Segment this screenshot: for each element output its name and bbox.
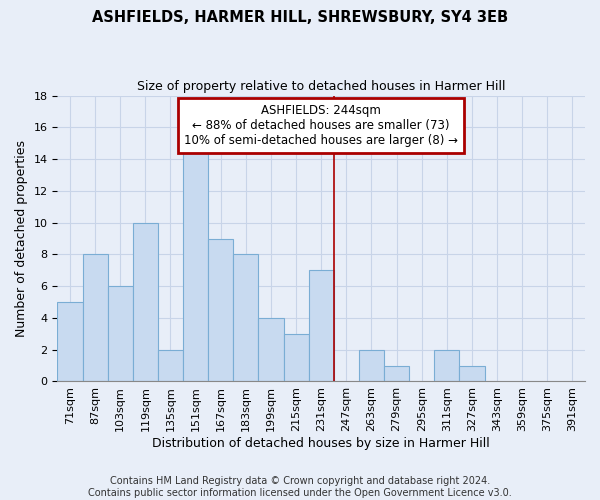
Bar xyxy=(359,350,384,382)
Bar xyxy=(460,366,485,382)
Title: Size of property relative to detached houses in Harmer Hill: Size of property relative to detached ho… xyxy=(137,80,505,93)
Bar xyxy=(434,350,460,382)
Bar xyxy=(107,286,133,382)
Text: ASHFIELDS: 244sqm
← 88% of detached houses are smaller (73)
10% of semi-detached: ASHFIELDS: 244sqm ← 88% of detached hous… xyxy=(184,104,458,147)
Text: ASHFIELDS, HARMER HILL, SHREWSBURY, SY4 3EB: ASHFIELDS, HARMER HILL, SHREWSBURY, SY4 … xyxy=(92,10,508,25)
Bar xyxy=(384,366,409,382)
Bar xyxy=(158,350,183,382)
Bar xyxy=(308,270,334,382)
Bar xyxy=(208,238,233,382)
X-axis label: Distribution of detached houses by size in Harmer Hill: Distribution of detached houses by size … xyxy=(152,437,490,450)
Bar xyxy=(133,222,158,382)
Bar xyxy=(83,254,107,382)
Text: Contains HM Land Registry data © Crown copyright and database right 2024.
Contai: Contains HM Land Registry data © Crown c… xyxy=(88,476,512,498)
Bar xyxy=(259,318,284,382)
Bar xyxy=(233,254,259,382)
Bar xyxy=(183,143,208,382)
Bar xyxy=(58,302,83,382)
Y-axis label: Number of detached properties: Number of detached properties xyxy=(15,140,28,337)
Bar xyxy=(284,334,308,382)
